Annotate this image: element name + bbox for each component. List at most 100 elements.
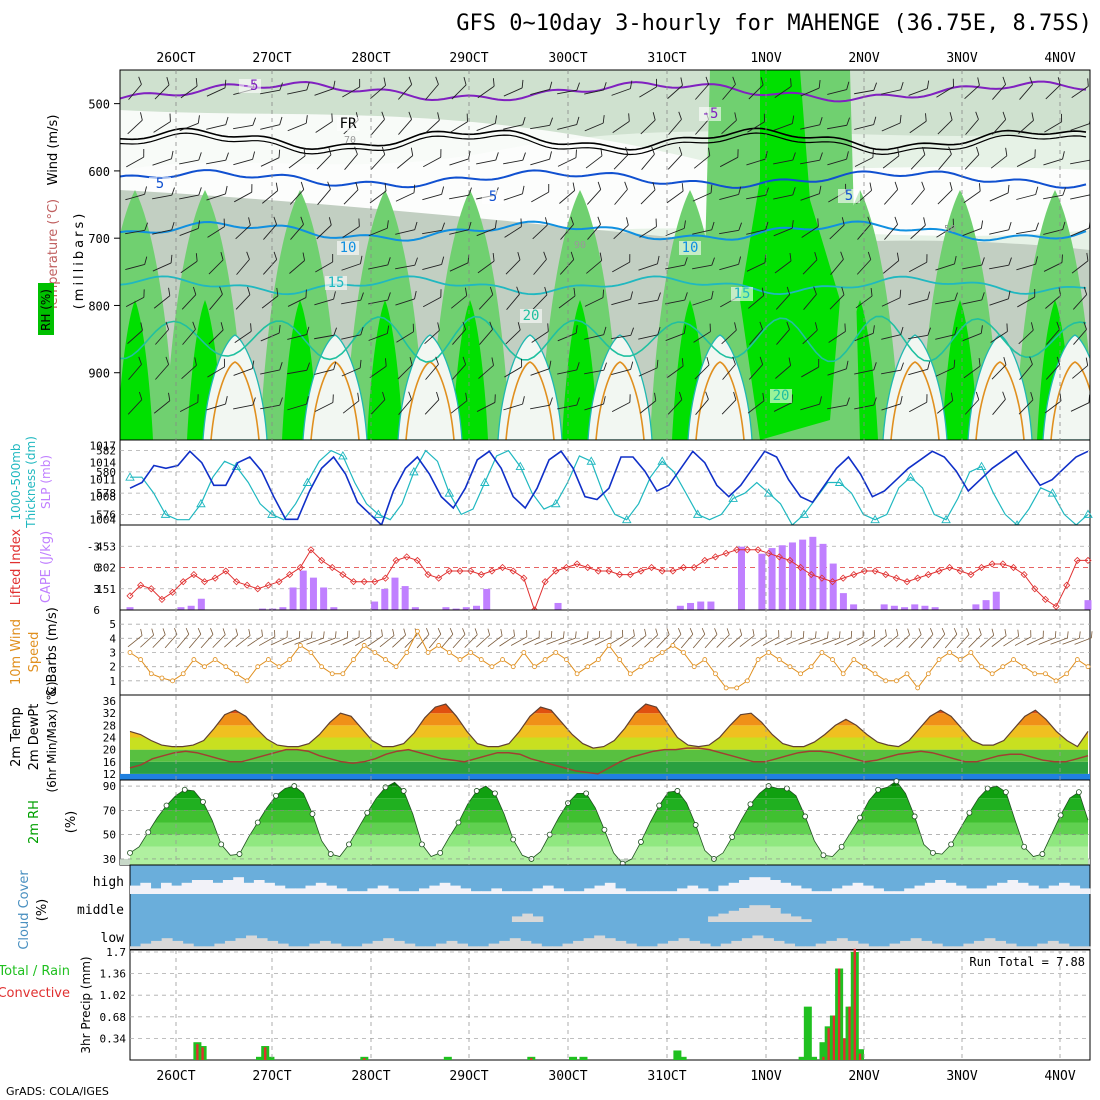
cloud-bar-low xyxy=(625,943,637,949)
wind-barb xyxy=(882,147,900,169)
precip-conv-bar xyxy=(858,1053,862,1060)
cloud-bar-low xyxy=(530,943,542,949)
wind-speed-line-marker xyxy=(500,657,505,662)
wind-barb xyxy=(962,220,984,236)
wind-barb xyxy=(773,152,796,165)
surface-wind-barb xyxy=(680,627,694,649)
thickness-line-marker xyxy=(231,461,242,471)
cloud-bar-low xyxy=(267,940,279,949)
cloud-bar-low xyxy=(172,940,184,949)
wind-barb xyxy=(206,185,228,201)
contour-label-bg xyxy=(731,287,753,301)
thickness-tick-label: 578 xyxy=(96,487,116,500)
wind-barb xyxy=(881,114,902,132)
wind-speed-line-marker xyxy=(808,664,814,670)
wind-speed-line-marker xyxy=(830,657,835,662)
surface-wind-barb xyxy=(786,631,805,645)
cape-li-panel: -3 0 3 6 453 302 151 Lifted Index CAPE (J/kg) xyxy=(9,524,1092,617)
wind-speed-line-marker xyxy=(372,650,378,655)
wind-barb xyxy=(206,79,227,97)
wind-barb xyxy=(910,217,926,240)
li-line-marker xyxy=(637,567,645,575)
wind-speed-line-marker xyxy=(404,650,410,655)
cloud-bar-high xyxy=(852,882,864,894)
li-line-marker xyxy=(765,549,773,557)
wind-speed-line-marker xyxy=(936,657,942,662)
rh-contour-label: 50 xyxy=(944,224,956,235)
thickness-line-marker xyxy=(409,466,419,476)
precip-total-bar xyxy=(266,1056,275,1060)
surface-wind-barb xyxy=(908,628,922,648)
wind-speed-line-marker xyxy=(904,671,910,677)
surface-wind-barb xyxy=(452,628,466,649)
li-line-marker xyxy=(967,571,975,579)
isotherm-10 xyxy=(120,220,1087,242)
temp-band xyxy=(130,761,1088,774)
wind-barb xyxy=(476,220,497,237)
temp-tick-label: 32 xyxy=(103,707,116,720)
li-line-marker xyxy=(648,563,656,572)
li-line-marker xyxy=(743,546,751,554)
wind-speed-line-marker xyxy=(1032,671,1038,677)
cape-bar xyxy=(473,605,481,610)
cloud-unit: (%) xyxy=(35,899,50,922)
wind-speed-line-marker xyxy=(170,678,175,684)
cloud-bar-low xyxy=(784,943,796,949)
bottom-date-label: 26OCT xyxy=(156,1069,195,1084)
surface-wind-barb xyxy=(716,628,730,648)
li-line-marker xyxy=(733,546,741,554)
contour-label-bg xyxy=(679,241,701,255)
wind-barb xyxy=(1071,252,1089,274)
wind-barb xyxy=(450,392,468,414)
cape-bar xyxy=(911,604,919,610)
cloud-bar-high xyxy=(1069,885,1081,894)
cape-bar xyxy=(697,601,705,610)
surface-wind-barb xyxy=(476,628,491,648)
wind-speed-line-marker xyxy=(755,657,761,662)
thickness-tick-label: 582 xyxy=(96,445,116,458)
slp-ticks: 582 580 578 576 1017 1014 1011 1008 1004 xyxy=(90,440,117,527)
cloud-bar-low xyxy=(794,946,806,949)
wind-speed-line-marker xyxy=(989,671,995,677)
wind-barb xyxy=(370,391,386,415)
cloud-bar-high xyxy=(398,891,410,894)
surface-wind-barb xyxy=(188,627,202,649)
temp-tick-label: 24 xyxy=(103,732,117,745)
li-line-marker xyxy=(839,574,847,582)
wind-speed-line-marker xyxy=(968,650,974,655)
rh-line-marker xyxy=(473,788,480,794)
cloud-bar-low xyxy=(826,940,838,949)
thickness-line-marker xyxy=(621,514,632,524)
isotherm-minus5 xyxy=(120,80,1087,103)
cloud-bar-low xyxy=(446,940,458,949)
li-line-marker xyxy=(477,571,485,579)
cape-bar xyxy=(197,598,205,610)
wind-barb xyxy=(721,112,737,135)
cloud-bar-high xyxy=(553,888,564,894)
wind-speed-line-marker xyxy=(329,671,335,677)
wind-barb xyxy=(935,326,958,340)
wind-barb xyxy=(369,358,387,379)
wind-barb xyxy=(207,218,225,238)
wind-barb xyxy=(180,253,198,274)
wind-barb xyxy=(989,290,1011,306)
surface-wind-barb xyxy=(896,628,910,648)
wind-tick-label: 1 xyxy=(109,675,116,688)
wind-barb xyxy=(584,115,605,132)
li-line-marker xyxy=(424,571,432,579)
slp-thickness-panel: 582 580 578 576 1017 1014 1011 1008 1004 1000-50… xyxy=(9,436,1093,529)
wind-speed-line-marker xyxy=(532,664,537,670)
cloud-bar-high xyxy=(274,885,286,894)
cloud-bar-high xyxy=(480,891,492,894)
li-line-marker xyxy=(754,546,762,554)
contour-label-bg xyxy=(520,309,542,323)
precip-conv-bar xyxy=(827,1028,830,1060)
rh-line-marker xyxy=(966,809,973,816)
dry-cone xyxy=(687,334,753,440)
cone-isotherm xyxy=(595,361,645,440)
rh-line-marker xyxy=(729,834,736,840)
li-line-marker xyxy=(1041,595,1049,603)
wind-barb xyxy=(881,82,904,95)
surface-wind-barb xyxy=(258,630,276,646)
li-line-marker xyxy=(850,571,858,579)
